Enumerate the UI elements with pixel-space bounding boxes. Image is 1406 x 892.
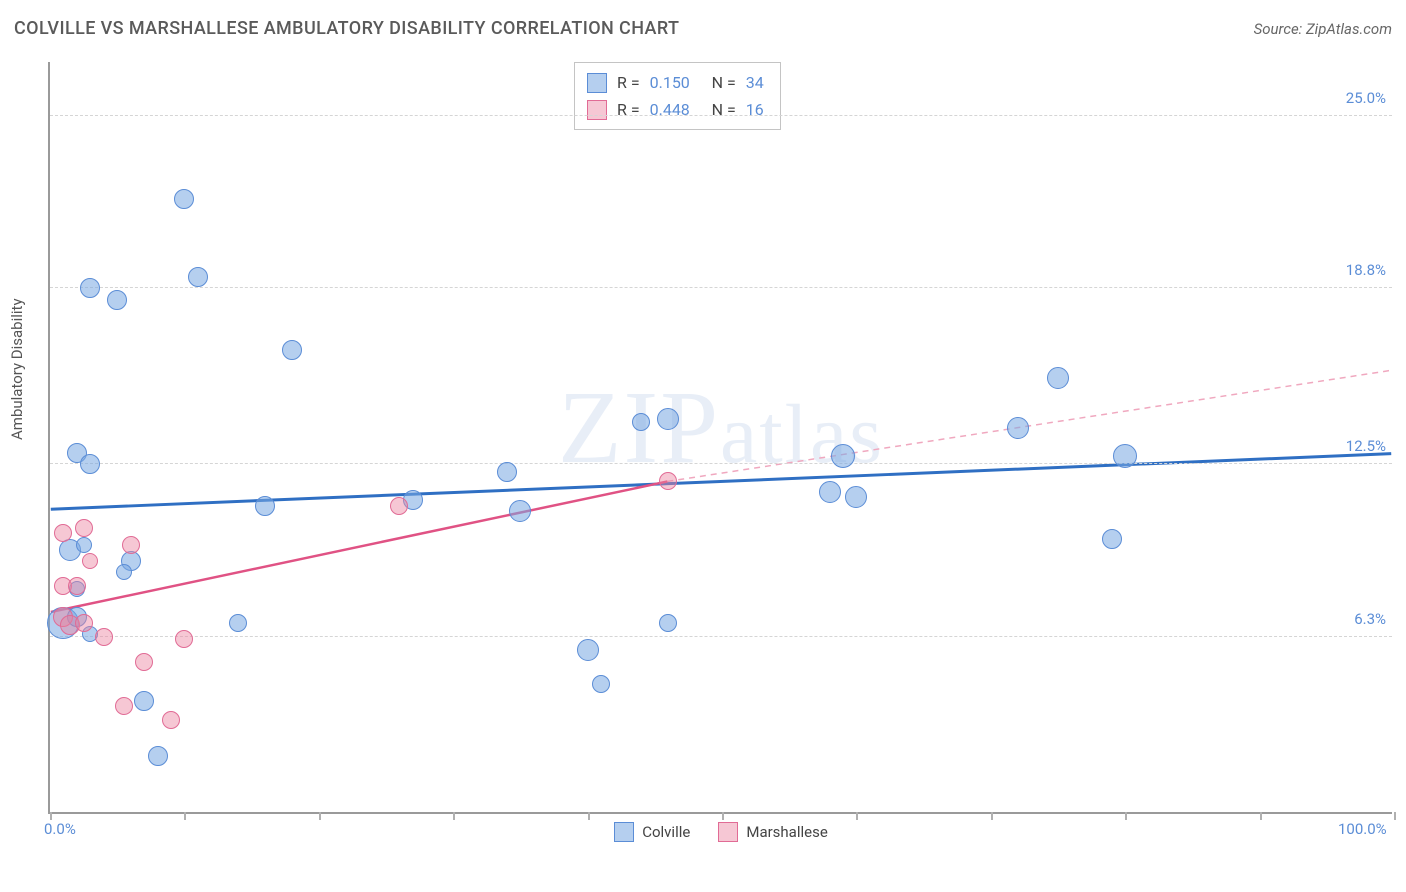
data-point (54, 524, 72, 542)
gridline (50, 287, 1392, 288)
legend-r-label: R = (617, 69, 640, 96)
data-point (188, 267, 208, 287)
data-point (1007, 417, 1029, 439)
legend-n-value: 16 (746, 96, 764, 123)
x-tick-label: 100.0% (1338, 820, 1387, 838)
data-point (819, 481, 841, 503)
legend-n-label: N = (712, 69, 736, 96)
watermark: ZIPatlas (558, 368, 884, 487)
data-point (831, 444, 855, 468)
data-point (659, 472, 677, 490)
legend-n-value: 34 (746, 69, 764, 96)
y-axis-label: Ambulatory Disability (8, 298, 26, 440)
x-tick (856, 812, 858, 820)
data-point (659, 614, 677, 632)
x-tick (588, 812, 590, 820)
data-point (76, 537, 92, 553)
data-point (1047, 367, 1069, 389)
gridline (50, 463, 1392, 464)
x-tick-label: 0.0% (44, 820, 76, 838)
data-point (80, 278, 100, 298)
data-point (509, 500, 531, 522)
x-tick (184, 812, 186, 820)
data-point (577, 639, 599, 661)
data-point (75, 519, 93, 537)
data-point (255, 496, 275, 516)
data-point (657, 408, 679, 430)
x-tick (319, 812, 321, 820)
x-tick (991, 812, 993, 820)
x-tick (453, 812, 455, 820)
data-point (80, 454, 100, 474)
y-tick-label: 6.3% (1354, 610, 1386, 628)
x-tick (50, 812, 52, 820)
legend-swatch-icon (718, 822, 738, 842)
data-point (75, 614, 93, 632)
data-point (148, 746, 168, 766)
data-point (95, 628, 113, 646)
data-point (162, 711, 180, 729)
legend-r-value: 0.448 (650, 96, 702, 123)
data-point (116, 564, 132, 580)
legend-series-label: Marshallese (746, 823, 827, 841)
data-point (82, 553, 98, 569)
legend-swatch-icon (614, 822, 634, 842)
data-point (1102, 529, 1122, 549)
data-point (632, 413, 650, 431)
y-tick-label: 25.0% (1346, 89, 1386, 107)
chart-title: COLVILLE VS MARSHALLESE AMBULATORY DISAB… (14, 18, 679, 39)
data-point (175, 630, 193, 648)
series-legend: Colville Marshallese (50, 822, 1392, 842)
legend-r-value: 0.150 (650, 69, 702, 96)
legend-item: Colville (614, 822, 690, 842)
legend-row: R = 0.448 N = 16 (587, 96, 764, 123)
legend-n-label: N = (712, 96, 736, 123)
legend-series-label: Colville (642, 823, 690, 841)
legend-item: Marshallese (718, 822, 827, 842)
legend-swatch-icon (587, 73, 607, 93)
data-point (390, 497, 408, 515)
gridline (50, 115, 1392, 116)
x-tick (1394, 812, 1396, 820)
x-tick (1260, 812, 1262, 820)
data-point (845, 486, 867, 508)
data-point (1113, 444, 1137, 468)
gridline (50, 636, 1392, 637)
legend-swatch-icon (587, 100, 607, 120)
data-point (282, 340, 302, 360)
x-tick (722, 812, 724, 820)
scatter-plot-area: ZIPatlas R =0.150N =34R =0.448N =16 Colv… (48, 62, 1392, 814)
data-point (115, 697, 133, 715)
data-point (134, 691, 154, 711)
data-point (592, 675, 610, 693)
legend-row: R = 0.150 N = 34 (587, 69, 764, 96)
data-point (497, 462, 517, 482)
legend-r-label: R = (617, 96, 640, 123)
y-tick-label: 12.5% (1346, 437, 1386, 455)
x-tick (1125, 812, 1127, 820)
data-point (174, 189, 194, 209)
data-point (107, 290, 127, 310)
y-tick-label: 18.8% (1346, 261, 1386, 279)
trend-lines-layer (50, 62, 1392, 812)
data-point (68, 577, 86, 595)
correlation-legend: R = 0.150 N = 34 R = 0.448 N = 16 (574, 62, 781, 130)
data-point (122, 536, 140, 554)
source-credit: Source: ZipAtlas.com (1254, 20, 1392, 38)
data-point (135, 653, 153, 671)
data-point (229, 614, 247, 632)
